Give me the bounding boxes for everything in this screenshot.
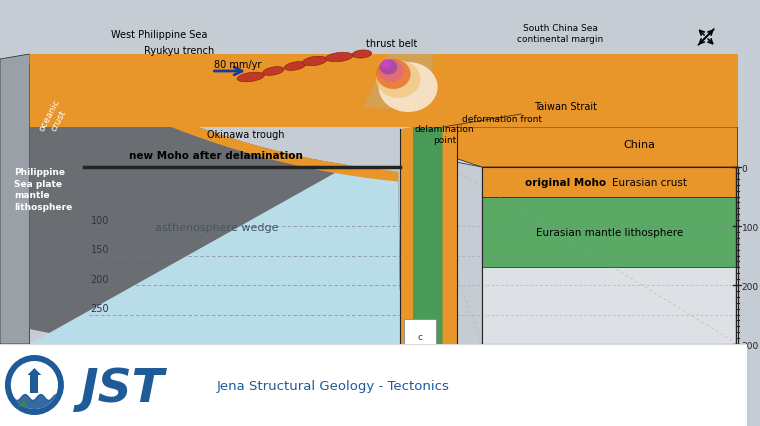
Text: Okinawa trough: Okinawa trough [207,130,284,140]
Bar [0,344,747,426]
Text: deformation front: deformation front [461,115,542,124]
Text: 200: 200 [742,283,758,292]
Polygon shape [413,128,442,344]
Text: China: China [623,140,655,150]
Ellipse shape [325,53,353,63]
Text: 150: 150 [90,245,109,255]
Ellipse shape [263,67,284,76]
Ellipse shape [378,63,438,113]
Text: JST: JST [81,366,164,411]
Text: Philippine
Sea plate
mantle
lithosphere: Philippine Sea plate mantle lithosphere [14,167,72,212]
Bar [30,373,38,393]
Text: delamination
point: delamination point [415,125,474,145]
Text: 0: 0 [742,165,747,174]
Polygon shape [20,397,30,403]
Text: new Moho after delamination: new Moho after delamination [129,151,303,161]
Polygon shape [27,368,41,375]
Polygon shape [30,165,401,344]
Text: thrust belt: thrust belt [366,39,417,49]
Text: 80 mm/yr: 80 mm/yr [214,60,261,70]
Polygon shape [364,55,432,110]
Polygon shape [17,400,27,407]
Text: 100: 100 [90,216,109,225]
Text: Taiwan Strait: Taiwan Strait [534,102,597,112]
Polygon shape [30,55,401,344]
Polygon shape [401,128,413,344]
Text: Eurasian mantle lithosphere: Eurasian mantle lithosphere [536,227,683,237]
Ellipse shape [379,61,404,83]
Ellipse shape [352,51,372,59]
Polygon shape [482,268,737,344]
Text: 200: 200 [90,274,109,284]
Polygon shape [413,128,482,167]
Text: oceanic
crust: oceanic crust [37,98,71,138]
Ellipse shape [376,61,420,99]
Text: 300: 300 [742,342,758,351]
Circle shape [5,355,64,415]
Ellipse shape [379,60,397,75]
Text: 100: 100 [742,224,758,233]
Ellipse shape [382,60,391,69]
Text: West Philippine Sea: West Philippine Sea [111,30,207,40]
Polygon shape [442,128,458,344]
Ellipse shape [237,73,264,83]
Polygon shape [30,55,398,182]
Text: original Moho: original Moho [525,178,606,187]
Polygon shape [0,55,30,344]
Polygon shape [30,55,737,128]
Text: Eurasian crust: Eurasian crust [612,178,686,187]
Text: Ryukyu trench: Ryukyu trench [144,46,214,56]
Text: asthenosphere wedge: asthenosphere wedge [154,222,278,233]
Text: c: c [417,333,423,342]
Ellipse shape [376,60,410,90]
Polygon shape [413,128,737,167]
Polygon shape [482,198,737,268]
Polygon shape [482,167,737,198]
Text: 250: 250 [90,304,109,314]
Text: South China Sea
continental margin: South China Sea continental margin [518,24,603,44]
Ellipse shape [284,63,306,71]
Polygon shape [482,167,737,344]
Ellipse shape [302,57,327,66]
Circle shape [11,361,58,409]
Text: Jena Structural Geology - Tectonics: Jena Structural Geology - Tectonics [217,380,449,393]
